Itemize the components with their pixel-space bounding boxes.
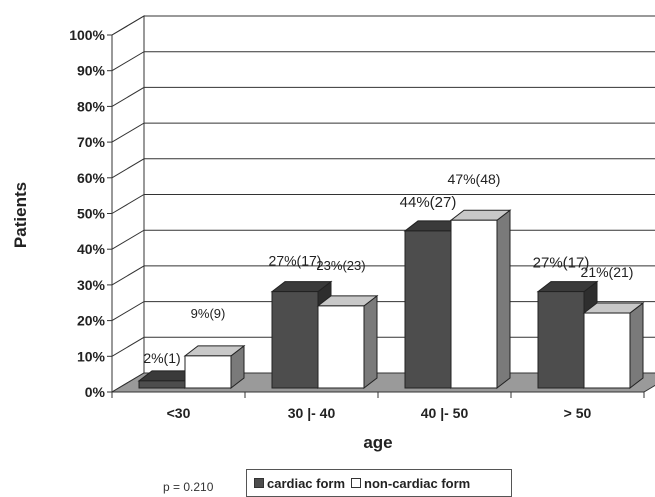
bar: [183, 344, 246, 390]
y-tick-label: 60%: [77, 170, 106, 186]
bar-front: [450, 219, 498, 389]
data-label: 27%(17): [269, 253, 322, 269]
legend-swatch-cardiac: [254, 478, 264, 488]
y-tick-label: 90%: [77, 63, 106, 79]
y-tick-label: 30%: [77, 277, 106, 293]
bars: 2%(1)9%(9)27%(17)23%(23)44%(27)47%(48)27…: [137, 171, 645, 390]
data-label: 23%(23): [316, 258, 365, 273]
bar-side: [629, 302, 644, 390]
x-axis-title: age: [363, 433, 392, 452]
y-tick-label: 20%: [77, 313, 106, 329]
y-tick-label: 50%: [77, 206, 106, 222]
legend-item-cardiac: cardiac form: [254, 476, 345, 491]
x-tick-label: <30: [167, 405, 191, 421]
legend-label-cardiac: cardiac form: [267, 475, 346, 491]
bar-side: [496, 209, 511, 390]
legend: cardiac form non-cardiac form: [246, 469, 512, 497]
y-tick-label: 70%: [77, 134, 106, 150]
bar: [449, 209, 512, 390]
x-tick-label: > 50: [564, 405, 592, 421]
y-axis-title: Patients: [11, 182, 30, 248]
y-tick-label: 10%: [77, 348, 106, 364]
bar: [582, 302, 645, 390]
bar-front: [184, 355, 232, 389]
p-value-note: p = 0.210: [163, 480, 214, 494]
bar-front: [404, 230, 452, 389]
bar-front: [583, 312, 631, 389]
y-tick-label: 100%: [69, 27, 105, 43]
data-label: 47%(48): [448, 171, 501, 187]
legend-swatch-non-cardiac: [351, 478, 362, 488]
data-label: 9%(9): [191, 306, 226, 321]
x-tick-label: 40 |- 50: [421, 405, 469, 421]
bar-front: [138, 380, 186, 389]
bar-front: [317, 305, 365, 389]
data-label: 2%(1): [143, 350, 180, 366]
data-label: 44%(27): [400, 194, 457, 211]
bar-front: [537, 291, 585, 389]
y-tick-label: 40%: [77, 241, 106, 257]
legend-label-non-cardiac: non-cardiac form: [364, 475, 471, 491]
y-tick-label: 80%: [77, 98, 106, 114]
bar: [316, 294, 379, 390]
legend-item-non-cardiac: non-cardiac form: [351, 476, 470, 491]
x-tick-label: 30 |- 40: [288, 405, 336, 421]
data-label: 27%(17): [533, 255, 590, 272]
bar-side: [363, 294, 378, 390]
data-label: 21%(21): [581, 264, 634, 280]
bar-front: [271, 291, 319, 389]
y-tick-label: 0%: [85, 384, 106, 400]
